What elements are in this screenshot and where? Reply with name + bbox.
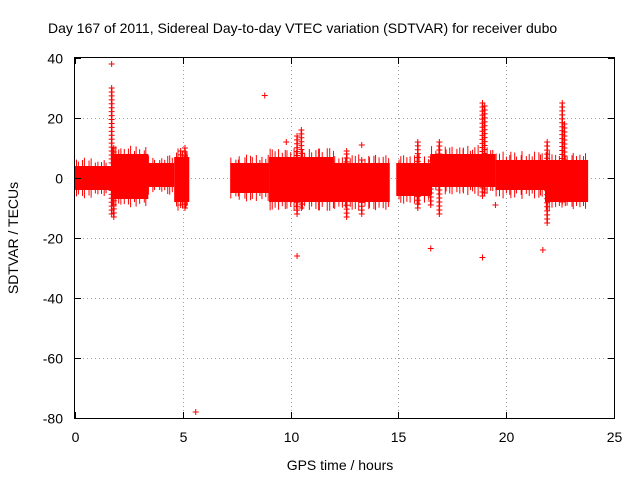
y-tick-label: 20 [47,111,63,127]
spike-point [108,85,115,91]
outlier-point [427,245,434,252]
spike-point [181,145,188,151]
spike-point [561,121,568,127]
y-tick-label: -20 [43,231,63,247]
outlier-point [108,61,115,67]
outlier-point [343,148,350,154]
x-tick-label: 5 [180,429,188,445]
y-tick-label: 0 [55,171,63,187]
x-tick-label: 20 [499,429,515,445]
spike-point [294,133,301,139]
dense-data-band [75,166,112,190]
spike-point [427,154,434,160]
x-tick-label: 25 [607,429,623,445]
outlier-point [294,253,301,259]
y-tick-label: 40 [47,51,63,67]
dense-data-band [396,163,431,196]
dense-data-band [230,163,270,193]
y-tick-label: -80 [43,411,63,427]
outlier-point [192,409,199,415]
x-tick-labels: 0 5 10 15 20 25 [72,429,623,445]
y-tick-label: -40 [43,291,63,307]
spike-point [436,139,443,145]
x-tick-label: 0 [72,429,80,445]
x-axis-label: GPS time / hours [287,457,394,473]
outlier-point [283,139,290,145]
data-points [75,61,589,415]
outlier-point [492,202,499,208]
outlier-point [261,92,268,99]
dense-data-band [111,154,149,199]
grid [75,58,614,418]
dense-data-band [148,163,175,187]
dense-data-band [495,160,546,190]
spike-point [481,103,488,109]
spike-point [298,127,305,133]
spike-point [110,145,117,151]
axis-ticks [75,58,615,419]
outlier-point [479,254,486,261]
spike-point [559,100,566,106]
outlier-point [358,142,365,148]
spike-point [358,157,365,163]
spike-point [414,139,421,145]
y-tick-labels: 40 20 0 -20 -40 -60 -80 [43,51,63,427]
spike-point [544,139,551,145]
x-tick-label: 15 [391,429,407,445]
spike-point [177,148,184,154]
chart-title: Day 167 of 2011, Sidereal Day-to-day VTE… [48,20,557,36]
y-tick-label: -60 [43,351,63,367]
outlier-point [539,247,546,253]
y-axis-label: SDTVAR / TECUs [5,182,21,294]
plot-frame [74,57,615,419]
x-tick-label: 10 [284,429,300,445]
